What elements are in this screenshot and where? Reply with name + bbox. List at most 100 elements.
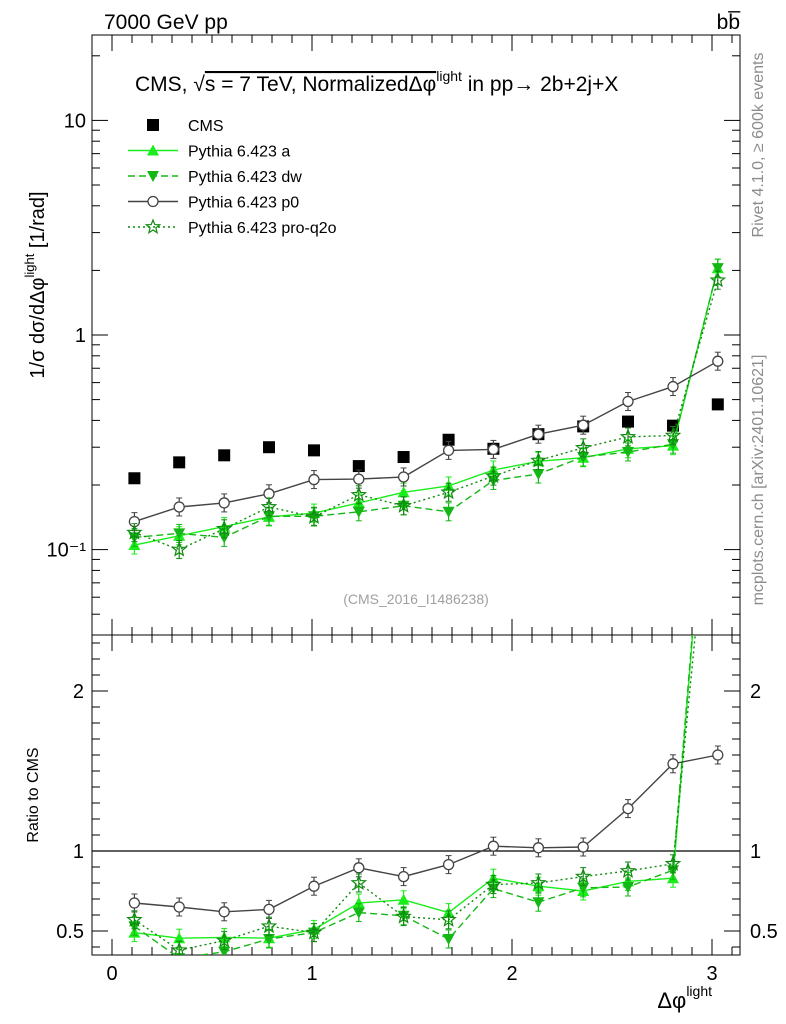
xlabel-sup: light [686, 983, 712, 999]
data-point [442, 444, 455, 457]
data-point [218, 449, 231, 462]
ratio-series [126, 317, 724, 955]
data-point [308, 473, 320, 486]
data-point [218, 946, 231, 955]
data-point [263, 903, 275, 916]
data-point [622, 415, 634, 428]
data-point [170, 941, 188, 955]
data-point [530, 874, 547, 891]
y-tick-label: 1 [73, 841, 84, 863]
legend-label: Pythia 6.423 p0 [188, 195, 299, 212]
data-point [305, 508, 323, 524]
data-point [622, 395, 634, 408]
ratio-xlabel: Δφlight [657, 983, 712, 1013]
data-point [574, 439, 592, 455]
legend-marker [147, 171, 159, 182]
data-point [128, 897, 141, 909]
y-tick-label: 10 [64, 110, 86, 132]
title-sup: light [436, 68, 462, 84]
legend-marker [147, 144, 159, 156]
data-point [397, 451, 410, 464]
legend-marker [147, 119, 159, 131]
ratio-ticks [92, 635, 740, 955]
data-point [577, 452, 590, 464]
main-ticks [92, 35, 740, 636]
series-line [134, 754, 718, 913]
data-point [173, 456, 186, 469]
data-point [619, 428, 637, 444]
x-tick-label: 0 [106, 963, 117, 985]
data-point [263, 488, 275, 500]
y-tick-label: 0.5 [56, 921, 84, 943]
legend-item-cms: CMS [147, 118, 224, 135]
series-line [134, 267, 719, 539]
data-point [532, 897, 545, 909]
main-ylabel: 1/σ dσ/dΔφlight [1/rad] [22, 191, 49, 378]
series-pythia-6-423-p0 [128, 351, 724, 532]
data-point [263, 934, 275, 945]
data-point [485, 875, 502, 892]
data-point [622, 446, 634, 458]
data-point [664, 855, 682, 871]
data-point [395, 497, 412, 513]
process-label: bb̅ [717, 11, 742, 34]
y-tick-label: 2 [73, 681, 84, 703]
data-point [308, 880, 320, 892]
data-point [352, 907, 365, 919]
data-point [218, 906, 230, 918]
data-point [305, 923, 323, 940]
legend-label: Pythia 6.423 pro-q2o [188, 220, 337, 237]
ratio-y-tick-labels: 0.5 0.5 1 1 2 2 [56, 681, 778, 943]
data-point [397, 870, 410, 883]
data-point [350, 486, 368, 502]
data-point [667, 380, 679, 393]
data-point [260, 917, 278, 934]
legend-item-pythia-6-423-pro-q2o: Pythia 6.423 pro-q2o [128, 218, 337, 237]
title-s-eq: s = 7 TeV, NormalizedΔφ [205, 73, 436, 96]
legend: CMS Pythia 6.423 a Pythia 6.423 dw Pythia 6… [128, 118, 337, 237]
series-pythia-6-423-p0 [128, 745, 724, 922]
data-point [215, 931, 233, 948]
ylabel-sup: light [22, 253, 37, 277]
data-point [126, 523, 143, 540]
data-point [667, 419, 679, 432]
legend-marker [147, 195, 159, 208]
main-y-tick-labels: 10⁻¹ 1 10 [47, 110, 87, 561]
data-point [530, 451, 547, 468]
data-point [487, 443, 500, 456]
energy-label: 7000 GeV pp [104, 11, 228, 34]
data-point [260, 498, 278, 514]
ratio-frame [91, 634, 741, 956]
data-point [170, 540, 188, 557]
series-line [133, 635, 693, 955]
data-point [622, 882, 634, 893]
ratio-ylabel: Ratio to CMS [25, 747, 42, 842]
legend-label: Pythia 6.423 a [188, 144, 290, 161]
data-point [532, 842, 545, 854]
data-point [712, 317, 724, 328]
data-point [667, 758, 679, 770]
data-point [532, 428, 545, 440]
data-point [395, 907, 412, 924]
y-tick-label-right: 0.5 [750, 921, 778, 943]
y-tick-label-right: 1 [750, 841, 761, 863]
data-point [173, 901, 185, 913]
data-point [711, 398, 724, 411]
x-tick-label: 3 [706, 963, 717, 985]
series-pythia-6-423-pro-q2o [126, 270, 727, 560]
data-point [577, 419, 589, 431]
series-line [134, 360, 719, 523]
data-point [352, 460, 365, 473]
ylabel-unit: [1/rad] [27, 191, 49, 253]
title-prefix: CMS, [135, 73, 193, 96]
data-point [532, 469, 545, 481]
series-line [134, 635, 694, 939]
data-point [442, 433, 455, 446]
main-title: CMS, √s = 7 TeV, NormalizedΔφlight in pp… [135, 68, 618, 96]
xlabel-main: Δφ [657, 988, 686, 1013]
y-tick-label-right: 2 [750, 681, 761, 703]
data-point [622, 802, 634, 815]
x-tick-label: 1 [306, 963, 317, 985]
series-pythia-6-423-a [128, 258, 724, 555]
